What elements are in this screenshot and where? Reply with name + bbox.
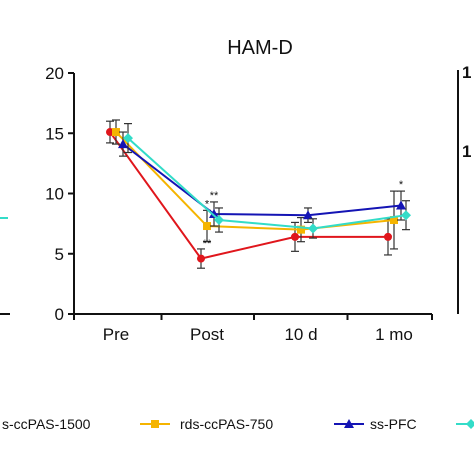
data-point [203,222,211,231]
data-point [466,419,474,429]
significance-marker: ** [203,238,212,250]
data-point [303,210,313,220]
significance-marker: * [399,179,404,191]
y-tick-label: 10 [45,185,64,204]
legend: s-ccPAS-1500 rds-ccPAS-750 ss-PFC [2,416,474,432]
data-point [384,232,392,241]
data-point [209,208,219,218]
data-point [112,128,120,137]
x-tick-label: Post [190,325,224,344]
x-tick-label: 1 mo [375,325,413,344]
series-line [109,131,388,260]
annotation-layer: ****** [203,179,404,250]
chart-title: HAM-D [227,37,293,59]
legend-entry: ss-PFC [334,416,417,432]
significance-marker: ** [210,190,219,202]
data-point [390,216,398,225]
significance-marker: * [205,198,210,210]
neighbor-panel-fragments: 11 [0,63,471,315]
series-line [122,143,402,217]
series-rds-ccPAS-750 [112,119,398,250]
series-layer [106,119,411,269]
data-point [297,225,305,234]
data-point [118,139,128,149]
data-point [151,420,159,428]
data-point [197,254,205,263]
right-panel-tick-label: 1 [462,63,471,82]
data-point [344,419,354,428]
x-tick-label: Pre [103,325,129,344]
data-point [123,133,133,144]
legend-label: rds-ccPAS-750 [180,416,273,432]
right-panel-tick-label: 1 [462,142,471,161]
data-point [396,200,406,210]
legend-entry [456,419,474,429]
series-line [127,137,407,230]
legend-label: ss-PFC [370,416,417,432]
y-tick-label: 15 [45,124,64,143]
data-point [291,232,299,241]
data-point [401,210,411,221]
axes: 0 5 10 15 20 Pre Post 10 d 1 mo [45,64,433,344]
y-tick-label: 0 [55,305,64,324]
series-ss-PFC [118,131,406,227]
y-tick-label: 5 [55,245,64,264]
series-line [115,131,395,231]
legend-entry: rds-ccPAS-750 [140,416,273,432]
legend-entry: s-ccPAS-1500 [2,416,91,432]
x-tick-label: 10 d [284,325,317,344]
y-tick-label: 20 [45,64,64,83]
legend-label: s-ccPAS-1500 [2,416,91,432]
data-point [308,223,318,234]
data-point [214,215,224,226]
series-rds-ccPAS-1500 [106,120,392,269]
series-series-4 [123,123,411,239]
